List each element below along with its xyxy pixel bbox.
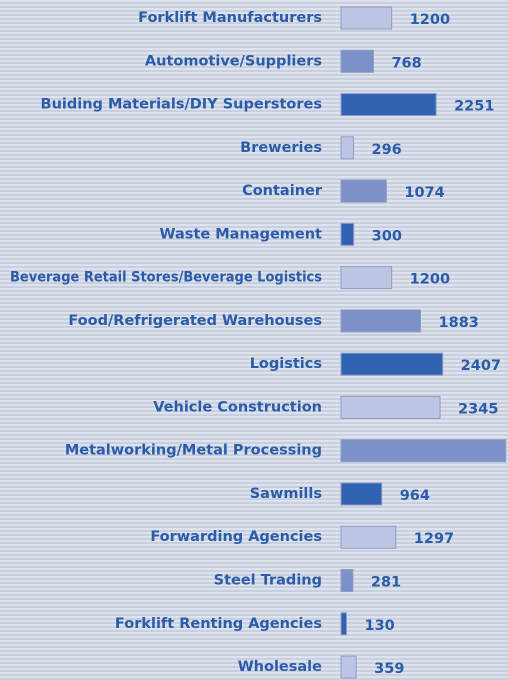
category-label: Waste Management: [160, 226, 323, 242]
value-label: 281: [371, 575, 401, 591]
bar: [340, 222, 355, 246]
category-label: Container: [242, 183, 323, 199]
value-label: 359: [374, 661, 404, 677]
category-label: Beverage Retail Stores/Beverage Logistic…: [10, 270, 322, 286]
category-label: Food/Refrigerated Warehouses: [68, 313, 322, 329]
category-label: Metalworking/Metal Processing: [65, 443, 322, 459]
category-label: Forwarding Agencies: [150, 529, 322, 545]
value-label: 1883: [439, 315, 479, 331]
value-label: 964: [400, 488, 430, 504]
category-label: Forklift Manufacturers: [138, 10, 322, 26]
value-label: 296: [372, 142, 402, 158]
bar: [340, 352, 444, 376]
value-label: 2251: [454, 99, 494, 115]
value-label: 130: [364, 618, 394, 634]
category-label: Sawmills: [250, 486, 322, 502]
category-label: Steel Trading: [214, 573, 322, 589]
category-label: Buiding Materials/DIY Superstores: [41, 97, 322, 113]
bar: [340, 569, 354, 593]
value-label: 768: [391, 55, 421, 71]
bar: [340, 482, 383, 506]
bar: [340, 612, 347, 636]
bar: [340, 6, 393, 30]
value-label: 300: [372, 228, 402, 244]
value-label: 2345: [458, 401, 498, 417]
category-label: Breweries: [240, 140, 322, 156]
bar: [340, 93, 437, 117]
bar: [340, 525, 397, 549]
bar: [340, 309, 422, 333]
category-label: Logistics: [250, 356, 322, 372]
bar: [340, 136, 355, 160]
category-label: Forklift Renting Agencies: [115, 616, 322, 632]
category-label: Vehicle Construction: [153, 399, 322, 415]
bar: [340, 395, 441, 419]
bar: [340, 439, 507, 463]
value-label: 2407: [461, 358, 501, 374]
category-label: Automotive/Suppliers: [145, 53, 322, 69]
value-label: 1297: [414, 531, 454, 547]
value-label: 1200: [410, 272, 450, 288]
bar: [340, 49, 374, 73]
value-label: 1074: [404, 185, 444, 201]
bar: [340, 179, 387, 203]
category-label: Wholesale: [238, 659, 322, 675]
bar: [340, 655, 357, 679]
value-label: 1200: [410, 12, 450, 28]
bar: [340, 266, 393, 290]
